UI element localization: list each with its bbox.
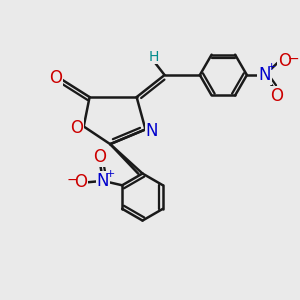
Text: N: N: [146, 122, 158, 140]
Text: H: H: [149, 50, 160, 64]
Text: −: −: [66, 173, 78, 187]
Text: −: −: [287, 52, 299, 66]
Text: N: N: [97, 172, 109, 190]
Text: O: O: [278, 52, 291, 70]
Text: +: +: [106, 169, 115, 179]
Text: O: O: [74, 173, 87, 191]
Text: O: O: [94, 148, 106, 166]
Text: O: O: [270, 87, 283, 105]
Text: O: O: [70, 119, 83, 137]
Text: +: +: [267, 62, 277, 72]
Text: O: O: [49, 69, 62, 87]
Text: N: N: [258, 66, 271, 84]
